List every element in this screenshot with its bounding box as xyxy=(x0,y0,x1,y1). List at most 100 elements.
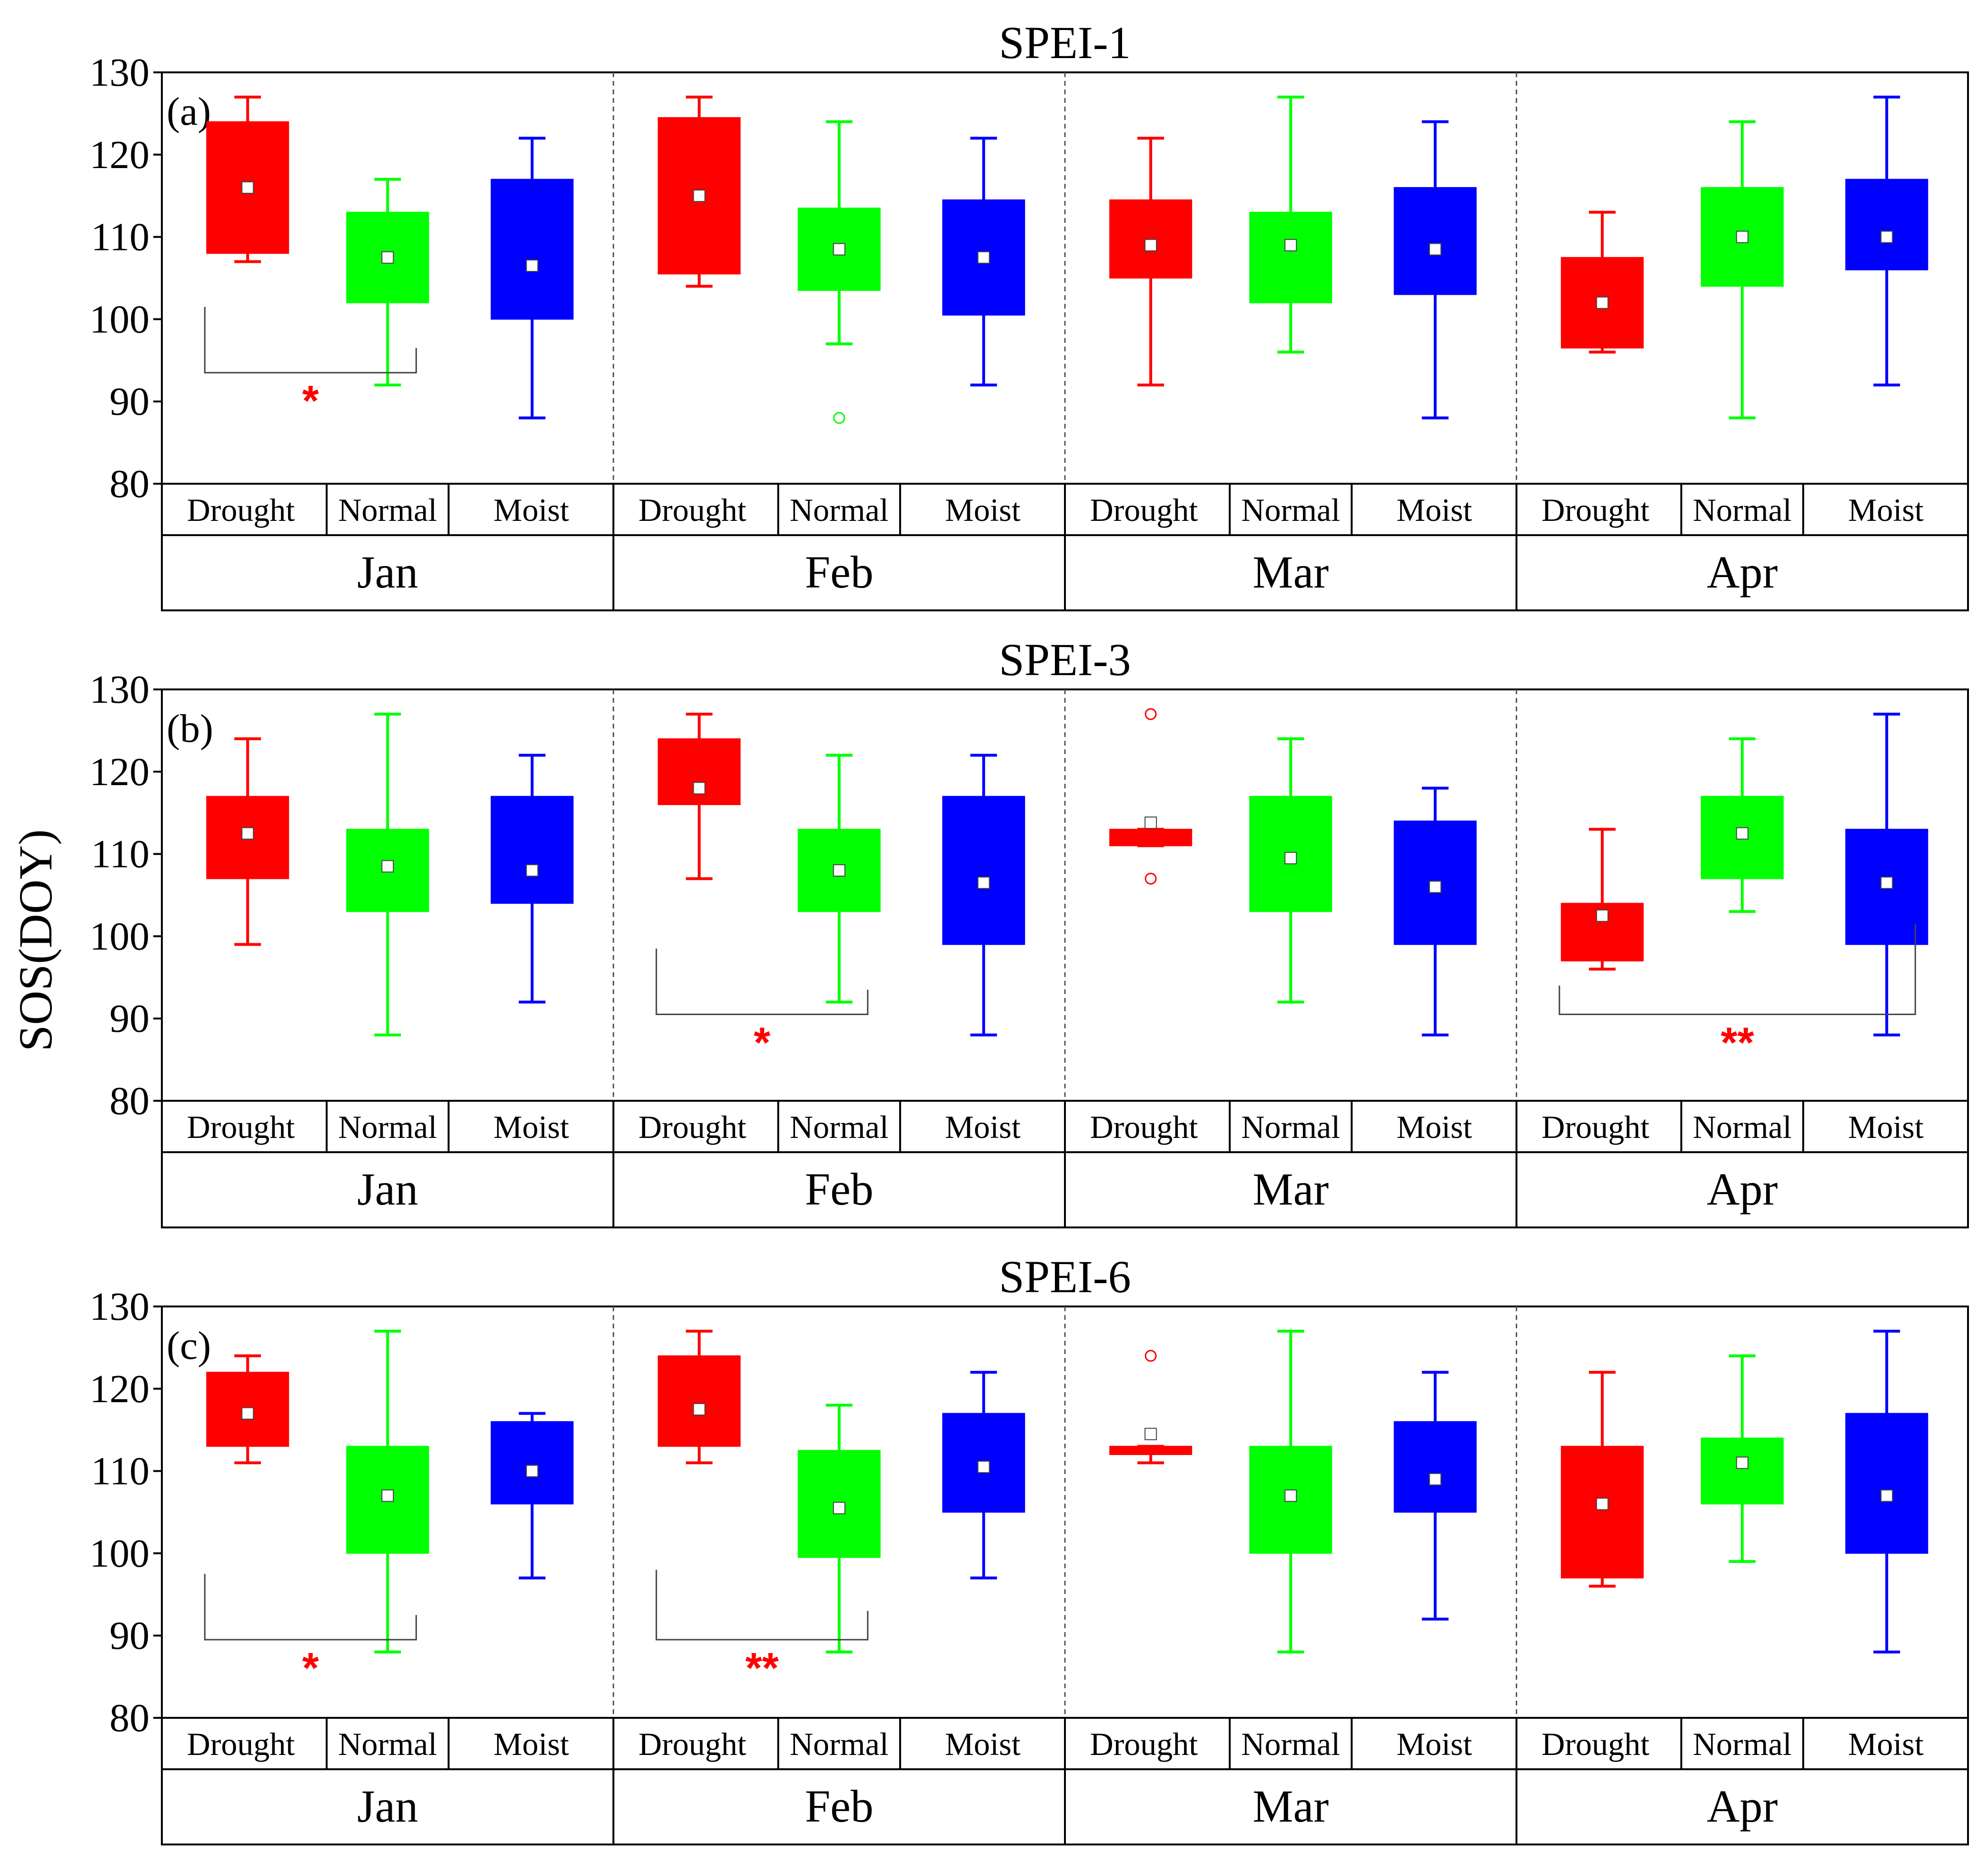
box-moist xyxy=(942,796,1025,945)
y-tick-label: 130 xyxy=(89,1285,149,1329)
category-label-drought: Drought xyxy=(638,1726,746,1762)
category-label-normal: Normal xyxy=(1693,1726,1792,1762)
mean-marker-normal xyxy=(1736,230,1749,243)
significance-bracket xyxy=(204,307,417,374)
category-label-drought: Drought xyxy=(1090,1109,1198,1145)
mean-marker-moist xyxy=(1880,1489,1893,1502)
month-label-mar: Mar xyxy=(1252,1781,1329,1832)
y-tick-label: 110 xyxy=(91,1449,149,1494)
box-moist xyxy=(490,1421,574,1505)
category-label-moist: Moist xyxy=(494,492,569,528)
mean-marker-normal xyxy=(1284,852,1297,865)
panel-label: (a) xyxy=(167,90,211,134)
category-label-moist: Moist xyxy=(945,1109,1021,1145)
mean-marker-drought xyxy=(1144,816,1157,829)
y-axis-label: SOS(DOY) xyxy=(9,829,62,1052)
category-label-drought: Drought xyxy=(1090,492,1198,528)
y-tick-label: 120 xyxy=(89,1367,149,1411)
significance-marker: ** xyxy=(1720,1019,1754,1067)
mean-marker-moist xyxy=(977,1460,990,1473)
mean-marker-moist xyxy=(526,864,538,877)
category-label-normal: Normal xyxy=(790,1109,889,1145)
category-label-moist: Moist xyxy=(945,1726,1021,1762)
mean-marker-moist xyxy=(1429,1473,1441,1485)
y-tick-label: 90 xyxy=(109,997,149,1041)
mean-marker-drought xyxy=(1144,1427,1157,1440)
outlier-normal xyxy=(833,412,845,424)
y-tick-label: 100 xyxy=(89,1531,149,1575)
mean-marker-normal xyxy=(833,864,845,877)
month-label-feb: Feb xyxy=(805,547,874,598)
month-label-jan: Jan xyxy=(357,1164,418,1215)
month-label-jan: Jan xyxy=(357,547,418,598)
box-drought xyxy=(657,738,741,805)
panel-label: (c) xyxy=(167,1324,211,1368)
significance-bracket xyxy=(204,1574,417,1641)
category-label-moist: Moist xyxy=(1397,492,1472,528)
y-tick-label: 90 xyxy=(109,379,149,424)
y-tick-label: 110 xyxy=(91,215,149,259)
category-label-moist: Moist xyxy=(1397,1726,1472,1762)
panel-title: SPEI-3 xyxy=(999,634,1131,685)
outlier-drought xyxy=(1144,872,1157,885)
category-label-drought: Drought xyxy=(1541,1109,1650,1145)
mean-marker-normal xyxy=(381,251,394,264)
box-normal xyxy=(1249,211,1332,303)
month-label-jan: Jan xyxy=(357,1781,418,1832)
mean-marker-moist xyxy=(1880,877,1893,889)
significance-marker: * xyxy=(302,378,319,425)
category-label-moist: Moist xyxy=(1848,1726,1924,1762)
mean-marker-normal xyxy=(833,243,845,256)
y-tick-label: 130 xyxy=(89,50,149,95)
category-label-moist: Moist xyxy=(1397,1109,1472,1145)
panel-title: SPEI-1 xyxy=(999,17,1131,68)
box-normal xyxy=(1700,1437,1784,1505)
mean-marker-normal xyxy=(833,1502,845,1515)
mean-marker-moist xyxy=(977,251,990,264)
category-label-normal: Normal xyxy=(1241,492,1340,528)
category-label-normal: Normal xyxy=(338,492,437,528)
month-label-mar: Mar xyxy=(1252,1164,1329,1215)
significance-bracket xyxy=(1559,924,1916,1016)
significance-marker: * xyxy=(754,1019,770,1067)
category-label-drought: Drought xyxy=(187,1109,295,1145)
category-label-drought: Drought xyxy=(1541,1726,1650,1762)
category-label-normal: Normal xyxy=(790,1726,889,1762)
box-moist xyxy=(1393,187,1477,295)
mean-marker-moist xyxy=(1880,230,1893,243)
box-drought xyxy=(657,1355,741,1447)
significance-bracket xyxy=(656,1569,869,1641)
mean-marker-drought xyxy=(693,189,706,202)
significance-bracket xyxy=(656,948,869,1016)
box-moist xyxy=(1845,1413,1928,1554)
y-tick-label: 110 xyxy=(91,832,149,877)
month-label-apr: Apr xyxy=(1707,1781,1778,1832)
mean-marker-drought xyxy=(1596,909,1609,922)
mean-marker-normal xyxy=(381,860,394,873)
category-label-moist: Moist xyxy=(494,1109,569,1145)
box-moist xyxy=(490,796,574,904)
category-label-normal: Normal xyxy=(338,1726,437,1762)
box-moist xyxy=(1845,179,1928,270)
mean-marker-drought xyxy=(693,782,706,795)
category-label-moist: Moist xyxy=(1848,1109,1924,1145)
category-label-normal: Normal xyxy=(1241,1109,1340,1145)
mean-marker-normal xyxy=(1736,827,1749,840)
y-tick-label: 100 xyxy=(89,297,149,341)
significance-marker: * xyxy=(302,1645,319,1692)
mean-marker-moist xyxy=(977,877,990,889)
category-label-normal: Normal xyxy=(1693,492,1792,528)
y-tick-label: 130 xyxy=(89,668,149,712)
mean-marker-drought xyxy=(1144,239,1157,251)
mean-marker-moist xyxy=(526,259,538,272)
category-label-moist: Moist xyxy=(1848,492,1924,528)
category-label-normal: Normal xyxy=(338,1109,437,1145)
box-drought xyxy=(1109,1445,1193,1455)
y-tick-label: 100 xyxy=(89,914,149,958)
month-label-apr: Apr xyxy=(1707,547,1778,598)
y-tick-label: 80 xyxy=(109,1079,149,1123)
box-drought xyxy=(1561,1445,1644,1579)
mean-marker-moist xyxy=(1429,880,1441,893)
box-normal xyxy=(346,828,429,912)
